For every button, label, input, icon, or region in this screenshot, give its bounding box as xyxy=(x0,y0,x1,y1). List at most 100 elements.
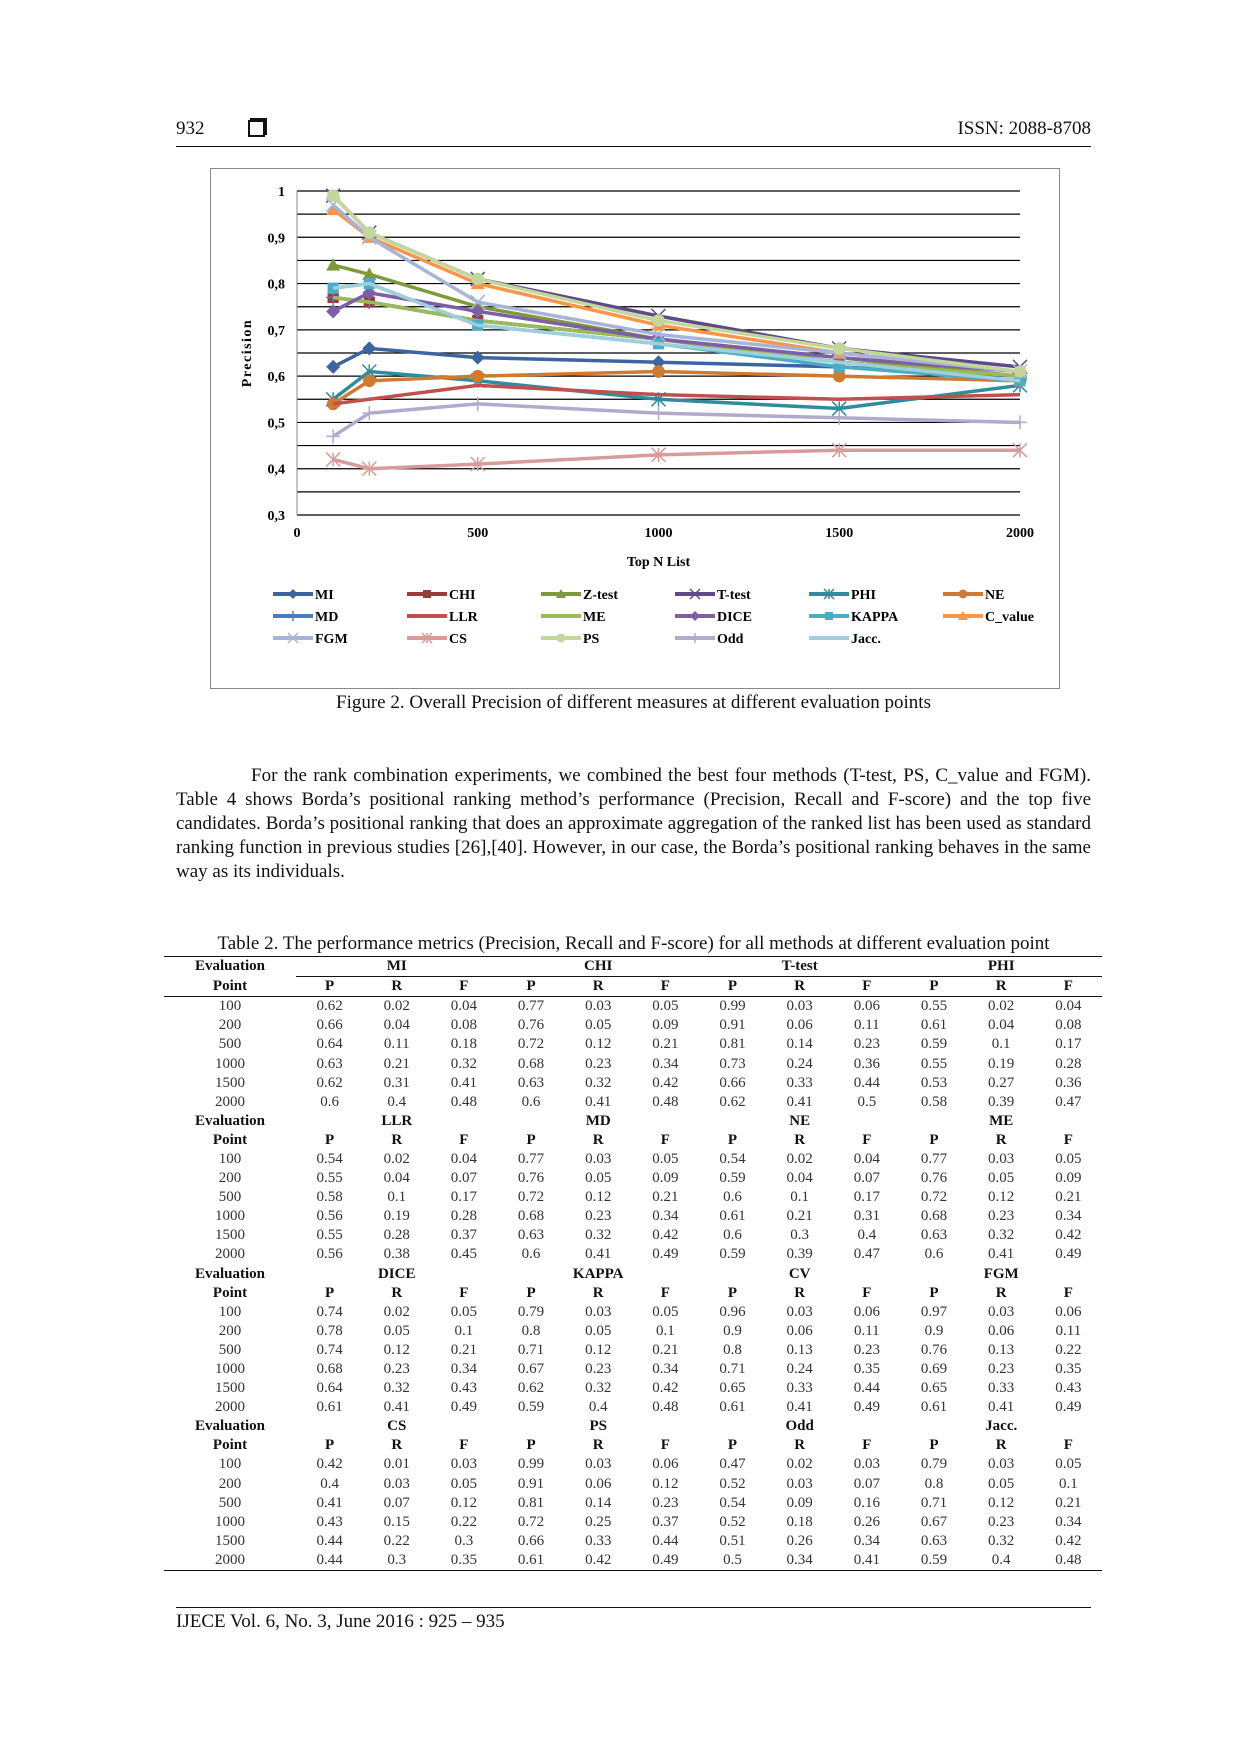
metric-value-cell: 0.06 xyxy=(585,1475,612,1492)
metric-value-cell: 0.03 xyxy=(853,1456,880,1473)
metric-value-cell: 0.19 xyxy=(988,1055,1015,1072)
method-header-row: Evaluation DICE KAPPA CV FGM xyxy=(164,1265,1102,1284)
legend-item: LLR xyxy=(407,610,479,625)
metric-label: R xyxy=(995,1437,1007,1454)
metric-value-cell: 0.13 xyxy=(786,1341,813,1358)
metric-value-cell: 0.22 xyxy=(1055,1341,1082,1358)
metric-header-row: Point P R F P R F P R F P R F xyxy=(164,1284,1102,1303)
metric-value-cell: 0.02 xyxy=(786,1456,813,1473)
metric-value-cell: 0.44 xyxy=(853,1380,880,1397)
method-name: Jacc. xyxy=(985,1418,1018,1435)
metric-value-cell: 0.04 xyxy=(383,1017,410,1034)
metric-label: R xyxy=(391,1131,403,1148)
table-row: 500 0.41 0.07 0.12 0.81 0.14 0.23 0.54 0.09 0.16 0… xyxy=(164,1494,1102,1513)
data-point-marker xyxy=(1012,442,1028,458)
metric-value-cell: 0.9 xyxy=(924,1322,944,1339)
legend-item: Z-test xyxy=(541,588,618,603)
data-point-marker xyxy=(470,294,486,310)
legend-item: ME xyxy=(541,610,606,625)
metric-value-cell: 0.91 xyxy=(719,1017,746,1034)
metric-label: F xyxy=(1063,1131,1073,1148)
metric-value-cell: 0.03 xyxy=(450,1456,478,1473)
body-paragraph: For the rank combination experiments, we… xyxy=(176,765,1091,882)
metric-value-cell: 0.14 xyxy=(585,1494,612,1511)
metric-value-cell: 0.03 xyxy=(988,1150,1015,1167)
metric-value-cell: 0.04 xyxy=(450,998,478,1015)
metric-value-cell: 0.76 xyxy=(517,1170,545,1187)
metric-value-cell: 0.23 xyxy=(853,1036,880,1053)
legend-item: T-test xyxy=(675,588,751,603)
legend-label: Z-test xyxy=(583,588,618,603)
data-point-marker xyxy=(689,588,701,600)
table-row: 1000 0.68 0.23 0.34 0.67 0.23 0.34 0.71 0.24 0.35… xyxy=(164,1360,1102,1379)
metric-value-cell: 0.62 xyxy=(517,1380,545,1397)
metric-value-cell: 0.54 xyxy=(719,1150,746,1167)
metric-value-cell: 0.08 xyxy=(1055,1017,1082,1034)
metric-value-cell: 0.23 xyxy=(585,1208,612,1225)
data-point-marker xyxy=(1014,375,1026,387)
metric-value-cell: 0.41 xyxy=(316,1494,343,1511)
metric-label: F xyxy=(459,1437,469,1454)
metric-value-cell: 0.05 xyxy=(585,1170,612,1187)
metric-value-cell: 0.51 xyxy=(719,1532,746,1549)
metric-value-cell: 0.07 xyxy=(383,1494,410,1511)
metric-value-cell: 0.41 xyxy=(786,1399,813,1416)
metric-value-cell: 0.49 xyxy=(652,1551,679,1568)
metric-value-cell: 0.72 xyxy=(517,1036,545,1053)
metric-value-cell: 0.03 xyxy=(786,998,813,1015)
y-tick-label: 0,3 xyxy=(268,509,286,524)
evaluation-point-cell: 1500 xyxy=(215,1074,245,1091)
evaluation-point-cell: 500 xyxy=(218,1036,242,1053)
metric-value-cell: 0.11 xyxy=(383,1036,410,1053)
metric-label: P xyxy=(324,1131,335,1148)
metric-value-cell: 0.77 xyxy=(517,1150,545,1167)
metric-value-cell: 0.31 xyxy=(853,1208,880,1225)
metric-label: R xyxy=(967,976,1035,998)
data-point-marker xyxy=(1013,415,1027,430)
data-point-marker xyxy=(288,611,298,621)
legend-item: Jacc. xyxy=(809,632,881,647)
metric-label: F xyxy=(660,1284,670,1301)
metric-value-cell: 0.8 xyxy=(521,1322,541,1339)
metric-value-cell: 0.21 xyxy=(450,1341,478,1358)
table-row: 2000 0.6 0.4 0.48 0.6 0.41 0.48 0.62 0.41 0.5 0.58… xyxy=(164,1093,1102,1112)
legend-label: Odd xyxy=(717,632,744,647)
metric-value-cell: 0.62 xyxy=(316,998,343,1015)
metric-value-cell: 0.59 xyxy=(719,1170,746,1187)
data-point-marker xyxy=(362,267,377,280)
method-name: PHI xyxy=(987,958,1015,975)
y-tick-label: 0,4 xyxy=(268,463,286,478)
table-row: 1000 0.56 0.19 0.28 0.68 0.23 0.34 0.61 0.21 0.31… xyxy=(164,1207,1102,1226)
method-name: CV xyxy=(788,1265,811,1282)
metric-value-cell: 0.39 xyxy=(988,1093,1015,1110)
metric-value-cell: 0.11 xyxy=(1055,1322,1082,1339)
metric-value-cell: 0.6 xyxy=(320,1093,339,1110)
legend-label: NE xyxy=(985,588,1004,603)
metric-label: F xyxy=(430,976,498,998)
metric-value-cell: 0.65 xyxy=(920,1380,948,1397)
metric-value-cell: 0.47 xyxy=(853,1246,880,1263)
table-row: 500 0.64 0.11 0.18 0.72 0.12 0.21 0.81 0.14 0.23 0… xyxy=(164,1035,1102,1054)
data-point-marker xyxy=(362,406,377,421)
metric-value-cell: 0.32 xyxy=(585,1380,612,1397)
metric-value-cell: 0.34 xyxy=(853,1532,880,1549)
data-point-marker xyxy=(470,456,486,472)
metric-label: P xyxy=(727,1131,738,1148)
metric-value-cell: 0.34 xyxy=(786,1551,813,1568)
metric-value-cell: 0.09 xyxy=(786,1494,813,1511)
metric-value-cell: 0.18 xyxy=(450,1036,478,1053)
y-axis-title: Precision xyxy=(240,319,255,387)
series-odd xyxy=(326,396,1027,444)
legend-item: Odd xyxy=(675,632,744,647)
legend-label: ME xyxy=(583,610,606,625)
metric-label: F xyxy=(862,1284,872,1301)
metric-value-cell: 0.08 xyxy=(450,1017,478,1034)
metric-value-cell: 0.3 xyxy=(790,1227,810,1244)
evaluation-point-cell: 2000 xyxy=(215,1246,245,1263)
point-label: Point xyxy=(212,1131,248,1148)
metric-value-cell: 0.32 xyxy=(585,1227,612,1244)
legend-label: FGM xyxy=(315,632,348,647)
metric-label: R xyxy=(995,1131,1007,1148)
metric-value-cell: 0.61 xyxy=(316,1399,343,1416)
metric-value-cell: 0.03 xyxy=(988,1456,1015,1473)
